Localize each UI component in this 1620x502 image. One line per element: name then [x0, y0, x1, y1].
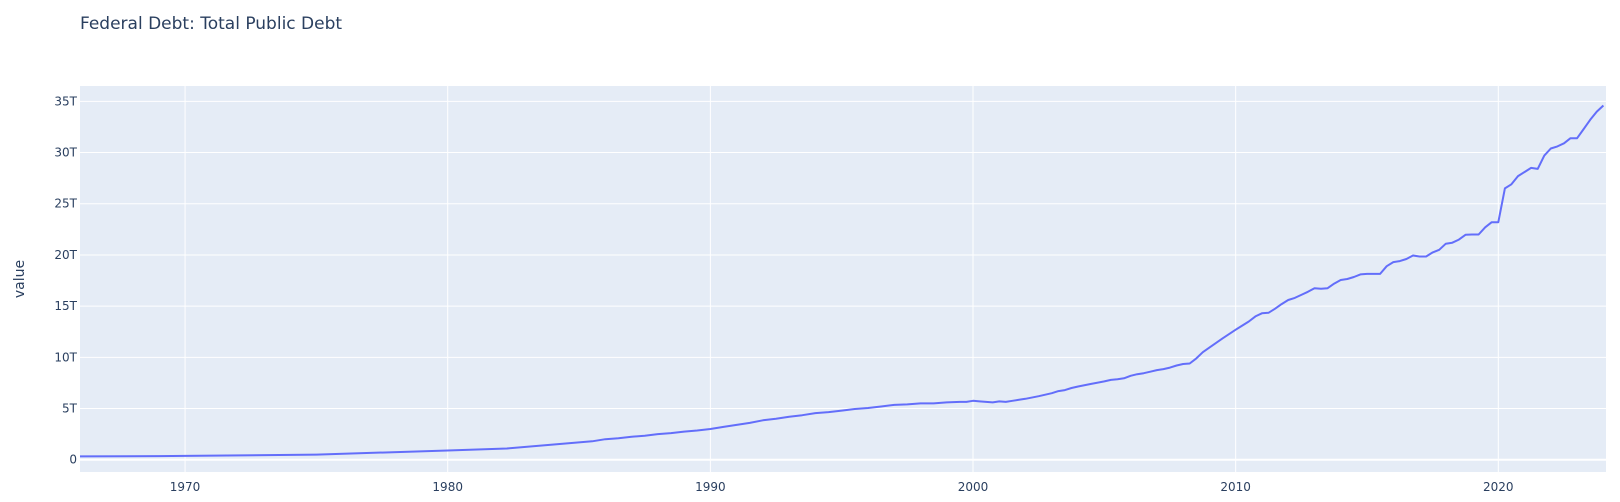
- x-tick-label: 2010: [1220, 480, 1251, 494]
- x-axis-ticks: 1970 1980 1990 2000 2010 2020: [170, 480, 1514, 494]
- y-tick-label: 20T: [54, 248, 77, 262]
- x-tick-label: 1970: [170, 480, 201, 494]
- y-tick-label: 30T: [54, 146, 77, 160]
- chart-title: Federal Debt: Total Public Debt: [80, 14, 342, 34]
- series-group: [79, 104, 1605, 458]
- series-line: [79, 104, 1605, 458]
- gridlines: [80, 86, 1606, 472]
- y-tick-label: 0: [69, 453, 77, 467]
- y-axis-title: value: [12, 260, 28, 298]
- x-tick-label: 2020: [1483, 480, 1514, 494]
- y-axis-ticks: 0 5T 10T 15T 20T 25T 30T 35T: [54, 94, 77, 466]
- x-tick-label: 1980: [432, 480, 463, 494]
- y-tick-label: 10T: [54, 350, 77, 364]
- x-tick-label: 2000: [958, 480, 989, 494]
- y-tick-label: 25T: [54, 197, 77, 211]
- y-tick-label: 5T: [62, 402, 78, 416]
- y-tick-label: 35T: [54, 94, 77, 108]
- plot-area: [80, 86, 1606, 472]
- x-tick-label: 1990: [695, 480, 726, 494]
- y-tick-label: 15T: [54, 299, 77, 313]
